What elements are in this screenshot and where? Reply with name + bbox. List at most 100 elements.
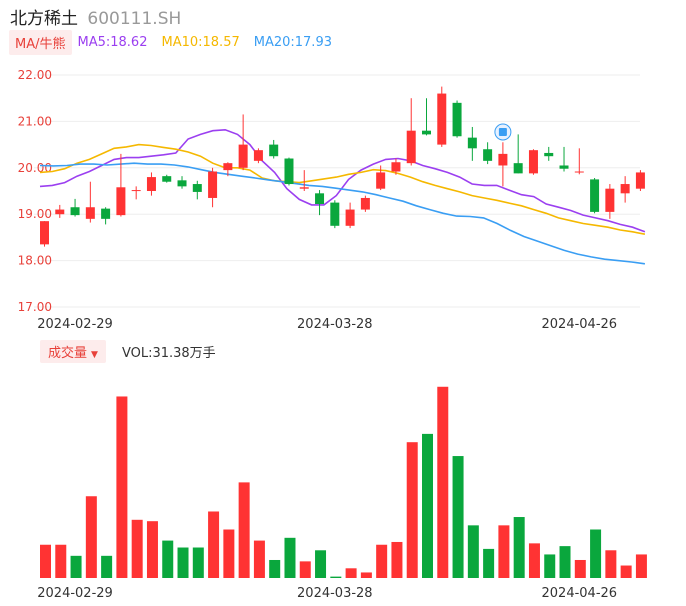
candle-body[interactable] [330, 202, 340, 226]
candle-body[interactable] [422, 130, 431, 135]
candle-body[interactable] [406, 130, 416, 164]
stock-title: 北方稀土 600111.SH [10, 4, 181, 29]
candle-body[interactable] [498, 153, 508, 166]
candle-body[interactable] [55, 209, 65, 215]
volume-bar[interactable] [483, 548, 495, 578]
candle-body[interactable] [177, 180, 187, 187]
volume-bar[interactable] [177, 547, 189, 578]
candle-body[interactable] [284, 158, 294, 185]
candle-body[interactable] [635, 172, 645, 189]
candle-body[interactable] [116, 187, 126, 216]
volume-bar[interactable] [284, 537, 296, 578]
candle-body[interactable] [620, 184, 630, 194]
candle-body[interactable] [605, 188, 615, 212]
candle-body[interactable] [192, 184, 202, 192]
candle-body[interactable] [452, 102, 462, 137]
volume-bar[interactable] [544, 554, 556, 578]
volume-bar[interactable] [116, 396, 128, 578]
volume-bar[interactable] [131, 519, 143, 578]
candle-body[interactable] [544, 152, 554, 157]
candle-body[interactable] [559, 165, 569, 169]
volume-bar[interactable] [513, 517, 525, 578]
volume-bar[interactable] [376, 544, 388, 578]
volume-bar[interactable] [467, 525, 479, 578]
candle-body[interactable] [467, 137, 477, 149]
volume-bar[interactable] [208, 511, 220, 578]
ma10-legend: MA10:18.57 [161, 34, 240, 50]
candle-body[interactable] [483, 149, 493, 161]
volume-bar[interactable] [360, 572, 372, 578]
volume-bar[interactable] [253, 540, 265, 578]
volume-bar[interactable] [590, 529, 602, 579]
date-tick-label: 2024-04-26 [542, 586, 618, 601]
candle-body[interactable] [70, 207, 80, 216]
volume-bar[interactable] [269, 559, 281, 578]
volume-bar[interactable] [574, 559, 586, 578]
volume-bar[interactable] [85, 496, 97, 578]
volume-bar[interactable] [559, 546, 571, 578]
ma10-line [39, 143, 646, 235]
candle-body[interactable] [223, 163, 233, 171]
volume-bar[interactable] [238, 482, 250, 578]
volume-toggle-button[interactable]: 成交量 ▼ [40, 339, 106, 363]
stock-code: 600111.SH [87, 9, 182, 29]
price-tick-label: 22.00 [18, 68, 52, 82]
ma-toggle-button[interactable]: MA/牛熊 [9, 29, 72, 55]
candle-body[interactable] [253, 150, 263, 161]
candle-body[interactable] [131, 190, 141, 192]
candle-body[interactable] [528, 150, 538, 174]
volume-bar[interactable] [330, 576, 342, 578]
price-tick-label: 20.00 [18, 161, 52, 175]
volume-bar[interactable] [620, 565, 632, 578]
ma5-legend: MA5:18.62 [77, 34, 148, 50]
caret-down-icon: ▼ [91, 349, 98, 360]
candle-body[interactable] [101, 208, 111, 219]
volume-bar[interactable] [299, 561, 311, 578]
volume-toggle-label: 成交量 [48, 345, 88, 361]
date-tick-label: 2024-04-26 [542, 317, 618, 332]
candle-body[interactable] [208, 171, 218, 198]
candle-body[interactable] [269, 144, 279, 157]
volume-bar[interactable] [635, 554, 647, 578]
candle-body[interactable] [85, 207, 95, 219]
volume-bar[interactable] [528, 543, 540, 578]
candle-body[interactable] [40, 221, 49, 245]
volume-bar[interactable] [55, 544, 67, 578]
candle-body[interactable] [315, 193, 325, 204]
candle-body[interactable] [162, 176, 172, 182]
candle-body[interactable] [360, 197, 370, 210]
volume-bar[interactable] [101, 555, 113, 578]
candle-body[interactable] [146, 177, 156, 191]
volume-bar[interactable] [223, 529, 235, 579]
volume-bar[interactable] [422, 433, 433, 578]
ma20-legend: MA20:17.93 [253, 34, 332, 50]
volume-bar[interactable] [70, 555, 82, 578]
candle-body[interactable] [513, 163, 523, 174]
candle-body[interactable] [437, 93, 447, 145]
volume-bar[interactable] [391, 541, 403, 578]
volume-bar[interactable] [315, 550, 327, 578]
volume-bar[interactable] [345, 568, 357, 578]
stock-name: 北方稀土 [10, 9, 78, 29]
volume-bar[interactable] [192, 547, 204, 578]
volume-bar[interactable] [146, 521, 158, 578]
price-tick-label: 19.00 [18, 207, 52, 221]
volume-bar[interactable] [498, 525, 510, 578]
volume-bar[interactable] [406, 442, 418, 578]
candle-body[interactable] [574, 171, 584, 173]
volume-bar[interactable] [40, 544, 51, 578]
volume-bar[interactable] [437, 386, 449, 578]
volume-bar[interactable] [452, 456, 464, 578]
ma20-line [39, 162, 646, 265]
candle-body[interactable] [590, 179, 600, 212]
candle-body[interactable] [345, 209, 355, 226]
price-tick-label: 18.00 [18, 254, 52, 268]
candle-body[interactable] [376, 172, 386, 189]
candle-body[interactable] [299, 187, 309, 189]
date-tick-label: 2024-02-29 [37, 586, 113, 601]
candle-body[interactable] [238, 144, 248, 168]
volume-bar[interactable] [162, 540, 174, 578]
candle-body[interactable] [391, 162, 401, 172]
volume-bar[interactable] [605, 550, 617, 578]
